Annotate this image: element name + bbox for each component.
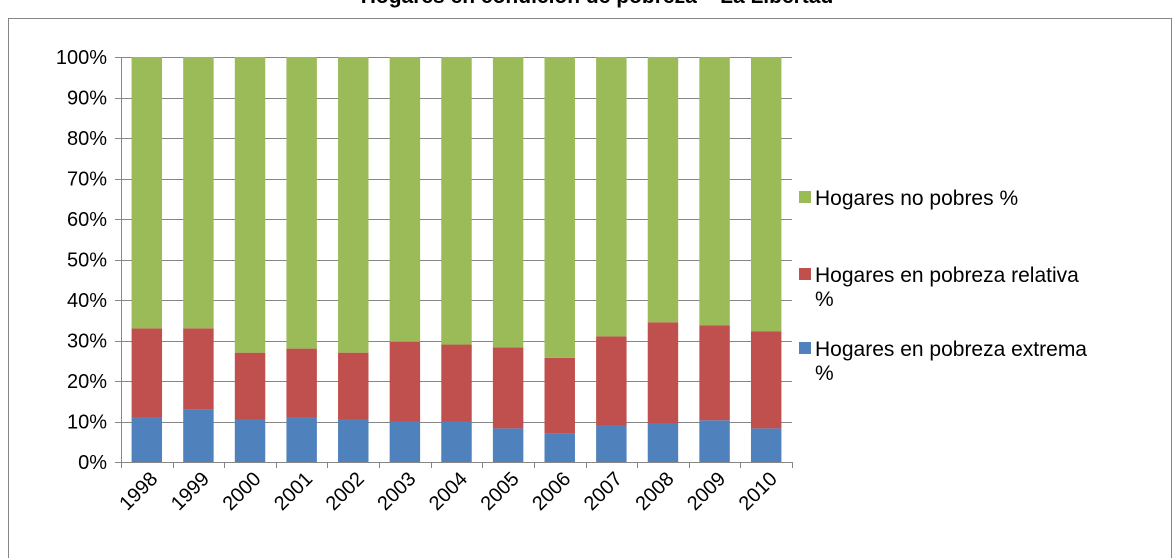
bar-segment-2010-series-2 xyxy=(750,57,782,332)
x-tick-label: 2004 xyxy=(425,468,472,515)
y-tick-label: 50% xyxy=(67,250,107,272)
bar-segment-2007-series-0 xyxy=(596,425,627,462)
x-tick-label: 1998 xyxy=(115,468,162,515)
legend-label: Hogares no pobres % xyxy=(815,187,1018,210)
legend-label: Hogares en pobreza relativa% xyxy=(815,264,1079,311)
bar-segment-2006-series-0 xyxy=(544,433,575,462)
legend-label: Hogares en pobreza extrema% xyxy=(815,338,1087,385)
bar-segment-2008-series-0 xyxy=(647,423,679,462)
chart-title: Hogares en condición de pobreza – La Lib… xyxy=(361,0,834,8)
y-tick-label: 80% xyxy=(67,128,107,150)
x-tick-label: 2002 xyxy=(322,468,369,515)
x-tick-label: 2010 xyxy=(735,468,782,515)
bar-segment-2010-series-0 xyxy=(750,428,782,462)
bar-segment-1998-series-2 xyxy=(131,57,163,329)
legend: Hogares no pobres % Hogares en pobreza re… xyxy=(799,187,1087,385)
bar-segment-2008-series-2 xyxy=(647,57,679,323)
bar-segment-2006-series-1 xyxy=(544,357,575,434)
y-tick-label: 40% xyxy=(67,290,107,312)
bar-segment-2007-series-1 xyxy=(596,336,627,426)
bar-segment-2004-series-1 xyxy=(441,344,472,422)
x-tick-label: 2005 xyxy=(477,468,524,515)
bar-segment-2002-series-1 xyxy=(338,352,369,420)
bar-segment-2003-series-1 xyxy=(389,341,421,422)
y-axis-tick-labels: 0% 10% 20% 30% 40% 50% 60% 70% 80% 90% 100% xyxy=(56,47,107,474)
bar-segment-1998-series-0 xyxy=(131,417,163,462)
bar-segment-1999-series-1 xyxy=(183,328,214,410)
bar-segment-2005-series-0 xyxy=(492,428,524,462)
bar-segment-2009-series-2 xyxy=(699,57,730,326)
bar-segment-2007-series-2 xyxy=(596,57,627,337)
y-tick-label: 60% xyxy=(67,209,107,231)
axes xyxy=(115,57,793,468)
bar-segment-2006-series-2 xyxy=(544,57,575,358)
x-tick-label: 2006 xyxy=(528,468,575,515)
bar-segment-2010-series-1 xyxy=(750,331,782,429)
x-tick-label: 2007 xyxy=(580,468,627,515)
y-tick-label: 70% xyxy=(67,169,107,191)
chart-border xyxy=(8,18,1172,558)
x-tick-label: 2000 xyxy=(219,468,266,515)
bar-segment-2001-series-0 xyxy=(286,417,317,462)
y-tick-label: 90% xyxy=(67,88,107,110)
y-tick-label: 20% xyxy=(67,371,107,393)
bar-segment-2002-series-2 xyxy=(338,57,369,353)
bar-segment-2000-series-2 xyxy=(234,57,266,353)
bar-segment-2002-series-0 xyxy=(338,419,369,462)
y-tick-label: 0% xyxy=(78,452,107,474)
bar-segment-2009-series-1 xyxy=(699,325,730,421)
x-axis-tick-labels: 1998 1999 2000 2001 2002 2003 2004 2005 2006 2007… xyxy=(115,468,781,515)
x-tick-label: 2003 xyxy=(373,468,420,515)
bar-segment-2003-series-0 xyxy=(389,421,421,462)
bar-segment-2003-series-2 xyxy=(389,57,421,342)
bar-segment-1998-series-1 xyxy=(131,328,163,418)
bar-segment-2001-series-2 xyxy=(286,57,317,349)
bar-segment-2000-series-1 xyxy=(234,352,266,420)
x-tick-label: 2001 xyxy=(270,468,317,515)
legend-swatch xyxy=(799,191,811,203)
bars xyxy=(131,57,782,462)
bar-segment-2005-series-1 xyxy=(492,347,524,429)
legend-swatch xyxy=(799,342,811,354)
bar-segment-2004-series-2 xyxy=(441,57,472,345)
x-tick-label: 1999 xyxy=(167,468,214,515)
bar-segment-2004-series-0 xyxy=(441,421,472,462)
legend-swatch xyxy=(799,268,811,280)
y-tick-label: 30% xyxy=(67,331,107,353)
bar-segment-1999-series-2 xyxy=(183,57,214,329)
bar-segment-2009-series-0 xyxy=(699,420,730,462)
bar-segment-1999-series-0 xyxy=(183,409,214,462)
bar-segment-2000-series-0 xyxy=(234,419,266,462)
x-tick-label: 2008 xyxy=(631,468,678,515)
y-tick-label: 100% xyxy=(56,47,107,69)
x-tick-label: 2009 xyxy=(683,468,730,515)
bar-segment-2001-series-1 xyxy=(286,348,317,418)
y-tick-label: 10% xyxy=(67,412,107,434)
bar-segment-2008-series-1 xyxy=(647,322,679,424)
bar-segment-2005-series-2 xyxy=(492,57,524,348)
